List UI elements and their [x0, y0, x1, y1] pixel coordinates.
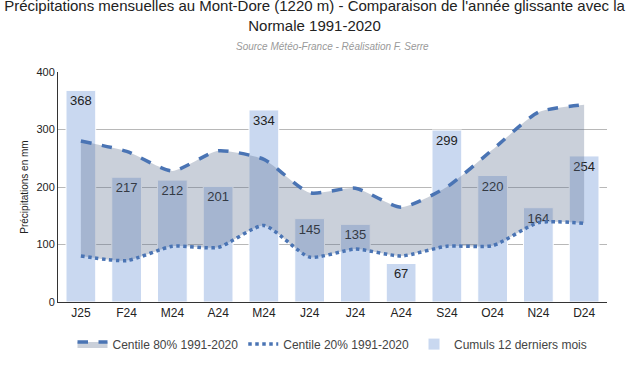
- svg-text:F24: F24: [116, 306, 137, 320]
- svg-text:200: 200: [36, 181, 54, 193]
- svg-text:O24: O24: [481, 306, 504, 320]
- svg-text:100: 100: [36, 238, 54, 250]
- svg-text:M24: M24: [252, 306, 276, 320]
- svg-text:A24: A24: [390, 306, 412, 320]
- svg-text:A24: A24: [207, 306, 229, 320]
- svg-text:299: 299: [436, 133, 458, 148]
- svg-text:S24: S24: [436, 306, 458, 320]
- svg-text:Source Météo-France - Réalisat: Source Météo-France - Réalisation F. Ser…: [236, 41, 429, 52]
- svg-text:67: 67: [394, 266, 408, 281]
- svg-text:J24: J24: [300, 306, 320, 320]
- svg-text:J24: J24: [346, 306, 366, 320]
- svg-text:368: 368: [70, 93, 92, 108]
- svg-text:N24: N24: [527, 306, 549, 320]
- svg-text:Précipitations en mm: Précipitations en mm: [19, 140, 30, 233]
- svg-text:M24: M24: [161, 306, 185, 320]
- svg-text:212: 212: [162, 183, 184, 198]
- svg-text:Centile 20% 1991-2020: Centile 20% 1991-2020: [283, 338, 409, 352]
- svg-text:217: 217: [116, 180, 138, 195]
- svg-text:164: 164: [528, 211, 550, 226]
- svg-text:220: 220: [482, 179, 504, 194]
- svg-text:334: 334: [253, 113, 275, 128]
- svg-text:Centile 80% 1991-2020: Centile 80% 1991-2020: [113, 338, 239, 352]
- svg-text:135: 135: [345, 227, 367, 242]
- svg-text:Précipitations mensuelles au M: Précipitations mensuelles au Mont-Dore (…: [4, 0, 625, 34]
- svg-text:D24: D24: [573, 306, 595, 320]
- svg-text:201: 201: [207, 189, 229, 204]
- svg-text:400: 400: [36, 66, 54, 78]
- svg-text:254: 254: [573, 159, 595, 174]
- svg-text:Cumuls 12 derniers mois: Cumuls 12 derniers mois: [454, 338, 587, 352]
- svg-text:J25: J25: [71, 306, 91, 320]
- svg-text:0: 0: [49, 296, 55, 308]
- svg-text:145: 145: [299, 222, 321, 237]
- svg-text:300: 300: [36, 123, 54, 135]
